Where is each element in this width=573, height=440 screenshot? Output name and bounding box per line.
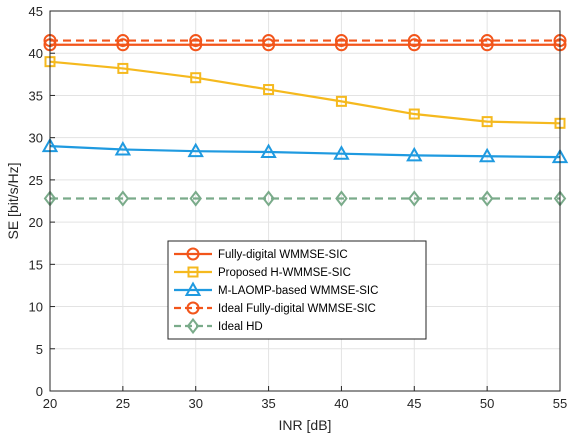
data-point bbox=[189, 34, 203, 48]
data-point bbox=[116, 38, 130, 52]
legend-label: Fully-digital WMMSE-SIC bbox=[218, 249, 348, 261]
data-point bbox=[335, 95, 347, 107]
y-tick-label: 20 bbox=[29, 215, 43, 230]
data-point bbox=[262, 38, 276, 52]
x-tick-label: 55 bbox=[553, 396, 567, 411]
data-point bbox=[262, 34, 276, 48]
y-tick-label: 35 bbox=[29, 88, 43, 103]
y-tick-label: 25 bbox=[29, 173, 43, 188]
data-point bbox=[406, 146, 423, 162]
data-point bbox=[480, 34, 494, 48]
data-point bbox=[189, 38, 203, 52]
data-point bbox=[407, 38, 421, 52]
data-point bbox=[116, 190, 130, 207]
legend-label: Ideal HD bbox=[218, 321, 263, 333]
legend-item: Ideal Fully-digital WMMSE-SIC bbox=[174, 301, 376, 315]
data-point bbox=[480, 38, 494, 52]
data-point bbox=[408, 108, 420, 120]
y-tick-label: 10 bbox=[29, 300, 43, 315]
y-tick-label: 30 bbox=[29, 131, 43, 146]
data-point bbox=[189, 190, 202, 207]
data-point bbox=[407, 34, 421, 48]
legend-marker bbox=[184, 281, 202, 296]
x-tick-label: 40 bbox=[334, 396, 348, 411]
legend-item: Fully-digital WMMSE-SIC bbox=[174, 247, 348, 261]
y-tick-label: 40 bbox=[29, 46, 43, 61]
data-point bbox=[408, 190, 421, 207]
data-point bbox=[481, 116, 493, 128]
plot-frame bbox=[49, 10, 561, 392]
y-axis-label: SE [bit/s/Hz] bbox=[5, 162, 21, 239]
legend-label: Proposed H-WMMSE-SIC bbox=[218, 267, 351, 279]
data-point bbox=[117, 62, 129, 74]
legend: Fully-digital WMMSE-SIC Proposed H-WMMSE-… bbox=[167, 240, 427, 340]
series-line bbox=[49, 145, 561, 159]
data-point bbox=[478, 147, 496, 163]
x-tick-label: 30 bbox=[188, 396, 202, 411]
legend-item: Ideal HD bbox=[174, 317, 263, 335]
x-tick-label: 45 bbox=[407, 396, 421, 411]
data-point bbox=[335, 190, 348, 207]
x-tick-label: 35 bbox=[261, 396, 275, 411]
y-tick-label: 45 bbox=[29, 4, 43, 19]
y-tick-label: 5 bbox=[36, 342, 43, 357]
data-point bbox=[187, 142, 204, 158]
legend-label: M-LAOMP-based WMMSE-SIC bbox=[218, 285, 378, 297]
data-point bbox=[334, 38, 348, 52]
data-point bbox=[480, 190, 494, 207]
data-point bbox=[260, 143, 277, 159]
data-point bbox=[114, 140, 132, 156]
axes: 20 25 30 35 40 45 50 55 0 5 10 15 20 25 30 35 40 45 bbox=[29, 4, 568, 411]
legend-item: M-LAOMP-based WMMSE-SIC bbox=[174, 281, 378, 297]
y-tick-label: 0 bbox=[36, 384, 43, 399]
legend-label: Ideal Fully-digital WMMSE-SIC bbox=[218, 303, 376, 315]
data-point bbox=[116, 34, 130, 48]
data-point bbox=[190, 72, 202, 84]
legend-marker bbox=[187, 266, 199, 278]
y-tick-label: 15 bbox=[29, 257, 43, 272]
data-point bbox=[263, 84, 275, 96]
x-tick-label: 20 bbox=[43, 396, 57, 411]
series-line bbox=[49, 60, 561, 125]
legend-marker bbox=[186, 301, 200, 315]
data-point bbox=[333, 145, 350, 160]
x-tick-label: 25 bbox=[116, 396, 130, 411]
x-tick-label: 50 bbox=[480, 396, 494, 411]
series-5 bbox=[43, 190, 567, 207]
legend-marker bbox=[186, 247, 200, 261]
data-point bbox=[262, 190, 275, 207]
data-point bbox=[334, 34, 348, 48]
legend-marker bbox=[186, 317, 200, 335]
series-2 bbox=[44, 56, 566, 129]
x-axis-label: INR [dB] bbox=[279, 417, 332, 433]
legend-item: Proposed H-WMMSE-SIC bbox=[174, 266, 351, 279]
